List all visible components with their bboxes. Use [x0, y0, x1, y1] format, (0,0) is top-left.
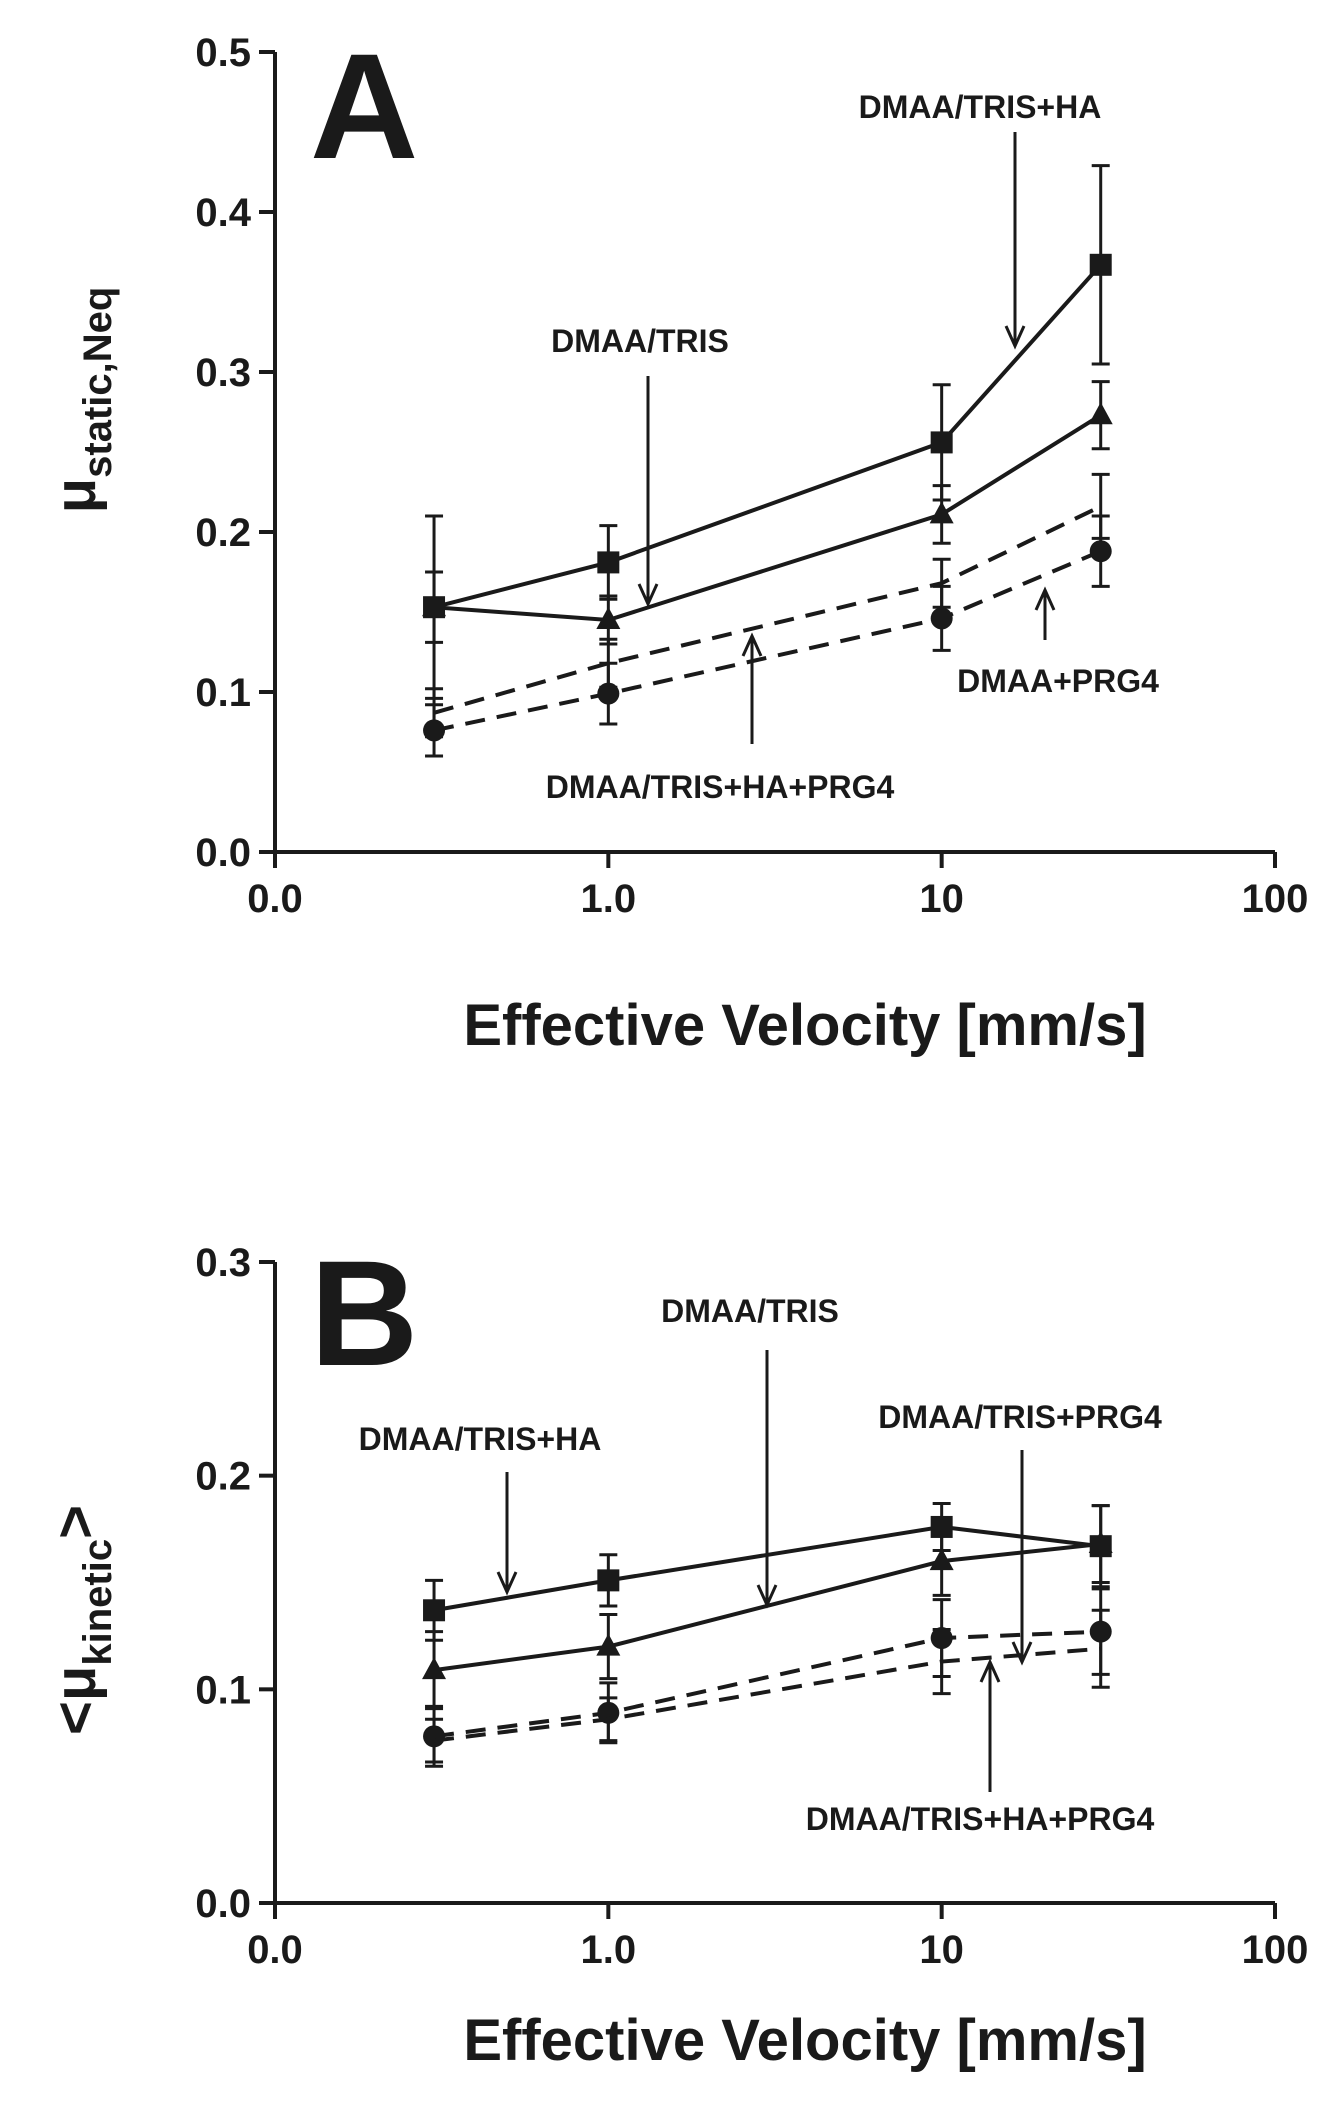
annotation-label: DMAA+PRG4 [957, 663, 1159, 699]
annotation: DMAA/TRIS [661, 1293, 839, 1609]
annotation-label: DMAA/TRIS+HA [359, 1421, 602, 1457]
data-point-square [930, 431, 953, 454]
arrow-head [496, 1571, 518, 1596]
data-point-square [597, 1569, 620, 1592]
x-axis-label: Effective Velocity [mm/s] [463, 993, 1146, 1058]
data-point-square [1089, 253, 1112, 276]
x-tick-label: 1.0 [581, 877, 637, 921]
annotation-label: DMAA/TRIS+HA+PRG4 [546, 769, 895, 805]
data-point-circle [930, 607, 953, 630]
data-point-triangle [1088, 402, 1113, 425]
data-point-square [423, 1599, 446, 1622]
series-dmaa-tris-prg4 [423, 1587, 1112, 1768]
x-tick-label: 0.0 [247, 1928, 303, 1972]
data-point-circle [423, 719, 446, 742]
y-tick-label: 0.5 [195, 31, 251, 75]
annotation: DMAA/TRIS+HA [859, 89, 1102, 350]
arrow-head [756, 1584, 778, 1609]
annotation-label: DMAA/TRIS+PRG4 [878, 1399, 1162, 1435]
series-dmaa-tris-ha [423, 164, 1112, 700]
x-tick-label: 10 [919, 877, 964, 921]
annotation-label: DMAA/TRIS+HA [859, 89, 1102, 125]
arrow-head [979, 1658, 1001, 1683]
chart-panel-a: 0.0 0.1 0.2 0.3 0.4 0.5 0.0 1.0 10 100 Effective V… [43, 22, 1308, 1058]
x-tick-label: 1.0 [581, 1928, 637, 1972]
annotation: DMAA/TRIS+PRG4 [878, 1399, 1162, 1666]
panel-label: A [310, 22, 418, 190]
data-point-triangle [1088, 1531, 1113, 1554]
x-axis-label: Effective Velocity [mm/s] [463, 2008, 1146, 2073]
data-point-triangle [596, 1633, 621, 1656]
y-axis-label: <μkinetic> [43, 1505, 120, 1735]
arrow-head [1004, 325, 1026, 350]
annotation-label: DMAA/TRIS+HA+PRG4 [806, 1801, 1155, 1837]
series-dmaa-tris-ha-prg4 [425, 1608, 1110, 1764]
series-line [433, 1646, 1101, 1743]
data-point-triangle [422, 594, 447, 617]
data-point-circle [597, 682, 620, 705]
annotation-label: DMAA/TRIS [661, 1293, 839, 1329]
data-point-triangle [929, 501, 954, 524]
y-tick-label: 0.4 [195, 191, 251, 235]
data-point-triangle [929, 1548, 954, 1571]
data-point-triangle [422, 1657, 447, 1680]
series-line [433, 413, 1102, 623]
data-point-circle [1089, 540, 1112, 563]
y-axis-label: μstatic,Neq [43, 287, 120, 514]
x-tick-label: 100 [1242, 1928, 1309, 1972]
annotation: DMAA/TRIS+HA+PRG4 [806, 1658, 1155, 1837]
y-tick-label: 0.2 [195, 511, 251, 555]
y-tick-label: 0.1 [195, 671, 251, 715]
series-line [433, 504, 1102, 715]
data-point-square [597, 551, 620, 574]
panel-label: B [310, 1229, 418, 1397]
y-tick-label: 0.3 [195, 351, 251, 395]
chart-panel-b: 0.0 0.1 0.2 0.3 0.0 1.0 10 100 Effective Velocit… [43, 1229, 1308, 2073]
y-tick-label: 0.3 [195, 1241, 251, 1285]
x-tick-label: 100 [1242, 877, 1309, 921]
x-tick-label: 10 [919, 1928, 964, 1972]
x-tick-label: 0.0 [247, 877, 303, 921]
series-dmaa-tris [422, 380, 1113, 646]
arrow-head [741, 632, 763, 657]
y-tick-label: 0.0 [195, 831, 251, 875]
annotation: DMAA/TRIS+HA+PRG4 [546, 632, 895, 805]
data-point-triangle [596, 607, 621, 629]
arrow-head [637, 583, 659, 608]
series-line [433, 263, 1103, 610]
annotation-label: DMAA/TRIS [551, 323, 729, 359]
annotation: DMAA/TRIS+HA [359, 1421, 602, 1596]
y-tick-label: 0.2 [195, 1455, 251, 1499]
arrow-head [1034, 586, 1056, 611]
series-line [433, 1629, 1101, 1739]
y-tick-label: 0.1 [195, 1668, 251, 1712]
series-dmaa-prg4 [423, 514, 1112, 758]
annotation: DMAA+PRG4 [957, 586, 1159, 699]
y-tick-label: 0.0 [195, 1882, 251, 1926]
arrow-head [1011, 1641, 1033, 1666]
series-line [433, 549, 1102, 733]
annotation: DMAA/TRIS [551, 323, 729, 608]
